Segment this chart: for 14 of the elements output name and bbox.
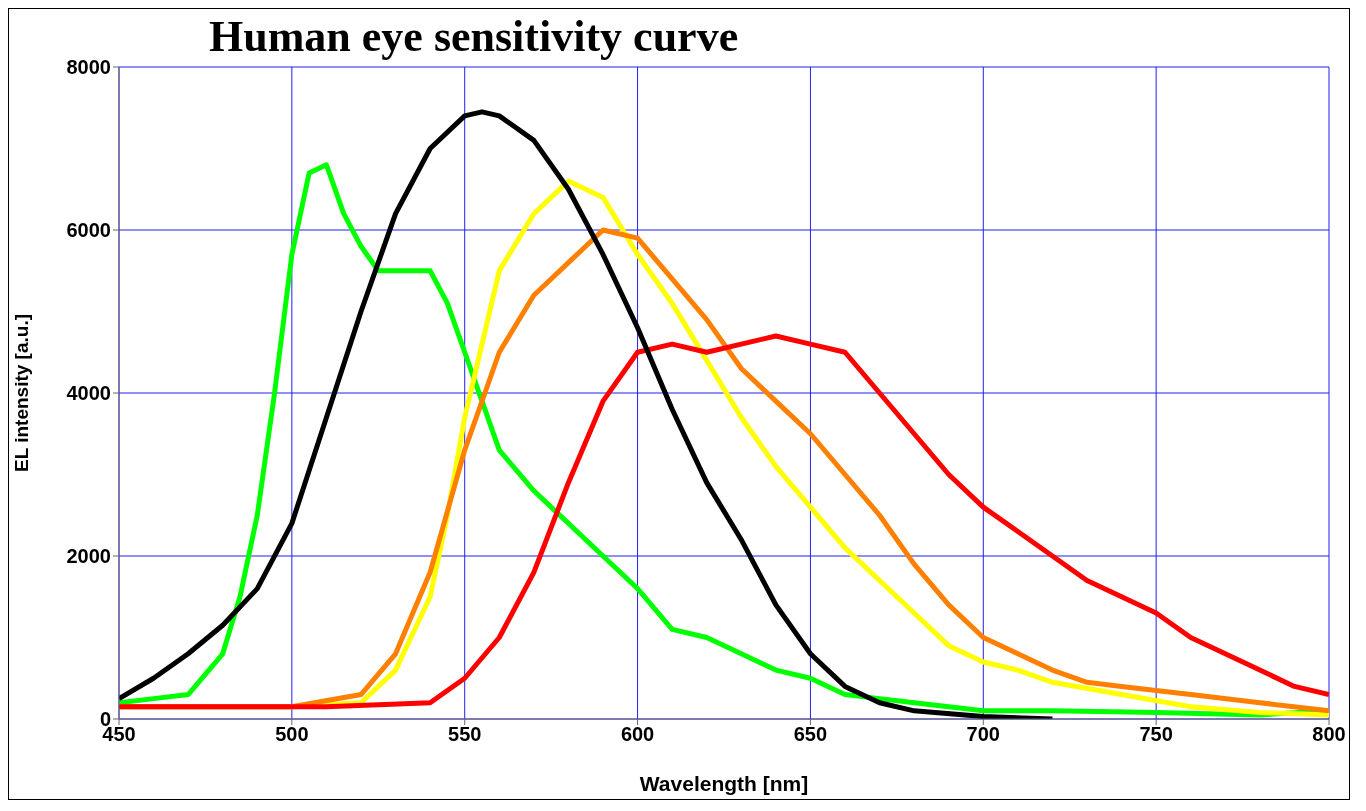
x-tick-label: 550 [448, 723, 482, 746]
y-tick-label: 4000 [66, 382, 111, 405]
y-axis-title: EL intensity [a.u.] [10, 313, 32, 473]
y-tick-label: 8000 [66, 56, 111, 79]
x-tick-label: 800 [1312, 723, 1346, 746]
x-tick-label: 750 [1139, 723, 1173, 746]
y-tick-label: 6000 [66, 219, 111, 242]
y-tick-label: 2000 [66, 545, 111, 568]
x-tick-label: 650 [793, 723, 828, 746]
x-tick-label: 700 [966, 723, 1000, 746]
chart-title: Human eye sensitivity curve [209, 11, 739, 62]
x-tick-label: 500 [275, 723, 309, 746]
x-axis-title: Wavelength [nm] [639, 772, 809, 795]
x-tick-label: 600 [620, 723, 655, 746]
